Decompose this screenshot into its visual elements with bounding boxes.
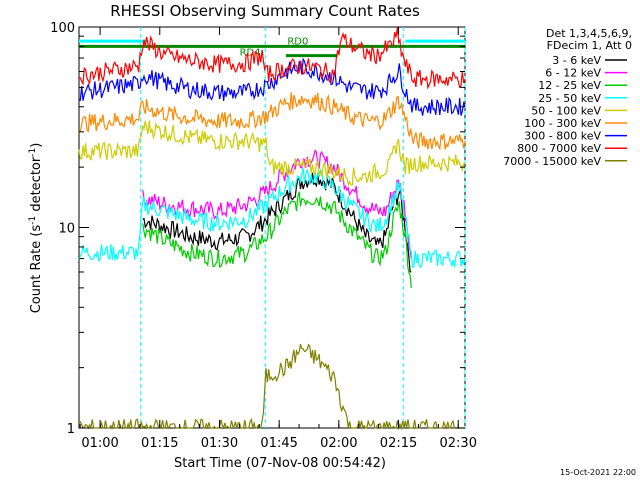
y-axis-ticks: 1 10 100 [50,21,465,437]
x-axis-ticks: 01:00 01:15 01:30 01:45 02:00 02:15 02:30 [79,27,477,451]
footer-date: 15-Oct-2021 22:00 [560,468,636,477]
chart-title: RHESSI Observing Summary Count Rates [110,2,420,20]
x-tick-label: 01:45 [260,436,297,451]
annotation-rd0: RD0 [287,36,308,47]
y-tick-label: 1 [67,422,75,437]
y-axis-label: Count Rate (s-1 detector-1) [28,143,44,314]
legend-label: 12 - 25 keV [538,79,601,92]
legend-label: 800 - 7000 keV [517,142,601,155]
x-tick-label: 02:15 [380,436,417,451]
legend-label: 7000 - 15000 keV [503,155,601,168]
y-axis-label-mid: detector [29,156,44,216]
y-axis-label-exp2: -1 [28,148,38,157]
legend-header-line-2: FDecim 1, Att 0 [547,39,632,52]
annotation-rd4: RD4 [240,48,261,59]
y-axis-label-main: Count Rate (s [29,225,44,314]
legend-label: 6 - 12 keV [545,67,601,80]
series-line-3 [142,191,412,288]
series-layer [78,27,466,431]
legend-label: 25 - 50 keV [538,92,601,105]
series-line-2 [142,149,412,259]
series-line-5 [78,120,466,187]
x-tick-label: 01:00 [81,436,118,451]
series-line-7 [78,57,466,116]
series-line-8 [78,27,466,90]
legend-label: 300 - 800 keV [524,130,601,143]
x-tick-label: 01:30 [201,436,238,451]
series-line-9 [78,343,465,431]
series-line-6 [78,92,466,151]
y-tick-label: 100 [50,21,75,36]
x-tick-label: 02:00 [320,436,357,451]
x-axis-label: Start Time (07-Nov-08 00:54:42) [174,456,386,471]
series-line-4 [78,168,466,269]
legend-label: 100 - 300 keV [524,117,601,130]
y-axis-label-end: ) [29,143,44,148]
y-axis-label-exp1: -1 [28,216,38,225]
y-tick-label: 10 [58,222,75,237]
x-tick-label: 02:30 [440,436,477,451]
legend-label: 3 - 6 keV [552,54,601,67]
overlay-layer: RD0 RD4 [79,27,466,428]
x-tick-label: 01:15 [141,436,178,451]
legend: Det 1,3,4,5,6,9, FDecim 1, Att 0 3 - 6 k… [503,27,632,168]
legend-header-line-1: Det 1,3,4,5,6,9, [546,27,632,40]
legend-label: 50 - 100 keV [531,104,601,117]
